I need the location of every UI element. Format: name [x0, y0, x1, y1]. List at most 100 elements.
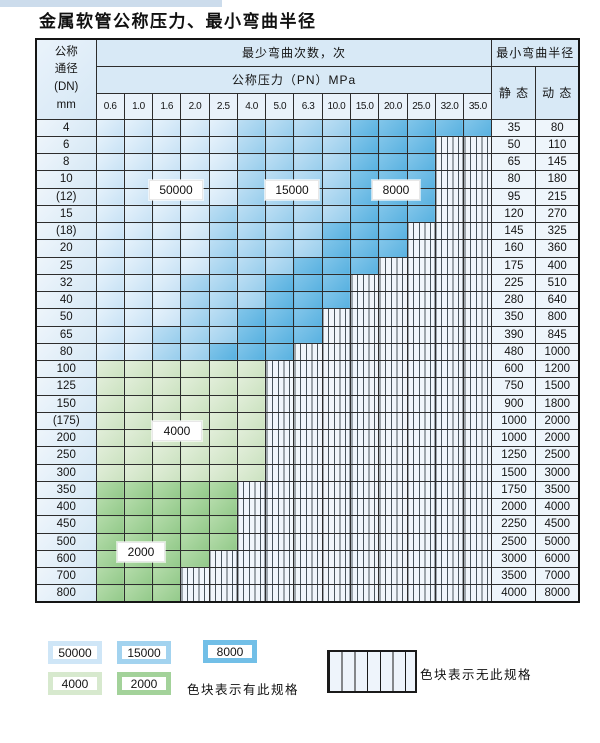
dynamic-radius-cell: 1800 — [535, 394, 580, 413]
cycle-zone-cell — [95, 446, 125, 465]
no-spec-cell — [293, 342, 323, 362]
no-spec-cell — [378, 549, 408, 569]
no-spec-cell — [236, 515, 267, 534]
cycle-zone-cell — [152, 290, 182, 310]
cycle-zone-cell — [95, 239, 125, 258]
cycle-zone-cell — [208, 480, 238, 500]
dynamic-radius-cell: 2000 — [535, 428, 580, 448]
no-spec-cell — [321, 532, 352, 551]
no-spec-cell — [378, 359, 408, 379]
no-spec-cell — [434, 549, 465, 569]
cycle-zone-cell — [123, 394, 154, 413]
cycle-zone-cell — [208, 377, 238, 396]
dn-cell: 50 — [35, 308, 97, 327]
cycle-zone-cell — [123, 256, 154, 275]
cycle-zone-cell — [123, 221, 154, 241]
cycle-zone-cell — [123, 463, 154, 482]
no-spec-cell — [180, 584, 210, 603]
dn-cell: (175) — [35, 411, 97, 431]
cycle-zone-cell — [95, 152, 125, 172]
no-spec-cell — [378, 411, 408, 431]
no-spec-cell — [434, 325, 465, 344]
cycle-zone-cell — [95, 170, 125, 189]
cycle-zone-cell — [152, 480, 182, 500]
static-radius-cell: 600 — [491, 359, 537, 379]
pressure-column-header: 25.0 — [406, 92, 436, 120]
dn-cell: 40 — [35, 290, 97, 310]
no-spec-cell — [406, 290, 436, 310]
cycle-zone-cell — [265, 135, 295, 155]
cycle-zone-cell — [123, 359, 154, 379]
no-spec-cell — [378, 566, 408, 586]
cycle-zone-cell — [350, 152, 380, 172]
no-spec-cell — [265, 532, 295, 551]
dynamic-radius-cell: 360 — [535, 239, 580, 258]
no-spec-cell — [434, 497, 465, 517]
static-radius-cell: 1000 — [491, 428, 537, 448]
cycle-zone-cell — [321, 256, 352, 275]
no-spec-cell — [434, 515, 465, 534]
no-spec-cell — [406, 428, 436, 448]
cycle-zone-cell — [180, 359, 210, 379]
no-spec-cell — [463, 584, 493, 603]
cycle-zone-cell — [236, 118, 267, 137]
cycle-zone-cell — [208, 187, 238, 206]
dn-cell: 350 — [35, 480, 97, 500]
pressure-column-header: 6.3 — [293, 92, 323, 120]
no-spec-cell — [434, 377, 465, 396]
cycle-zone-cell — [293, 221, 323, 241]
no-spec-cell — [350, 308, 380, 327]
no-spec-cell — [321, 566, 352, 586]
cycle-zone-cell — [123, 480, 154, 500]
cycle-zone-cell — [180, 325, 210, 344]
no-spec-cell — [236, 566, 267, 586]
cycle-zone-cell — [123, 377, 154, 396]
cycle-zone-cell — [350, 135, 380, 155]
cycle-zone-cell — [180, 446, 210, 465]
cycle-zone-cell — [152, 256, 182, 275]
pressure-column-header: 1.6 — [152, 92, 182, 120]
no-spec-cell — [350, 549, 380, 569]
cycle-zone-cell — [350, 239, 380, 258]
dn-cell: 125 — [35, 377, 97, 396]
no-spec-cell — [350, 428, 380, 448]
cycle-zone-cell — [350, 170, 380, 189]
cycle-zone-cell — [180, 290, 210, 310]
cycle-zone-cell — [152, 377, 182, 396]
legend-no-spec-swatch — [327, 650, 417, 693]
no-spec-cell — [321, 394, 352, 413]
no-spec-cell — [321, 359, 352, 379]
no-spec-cell — [463, 256, 493, 275]
no-spec-cell — [463, 290, 493, 310]
dn-cell: 15 — [35, 204, 97, 224]
cycle-zone-cell — [152, 239, 182, 258]
no-spec-cell — [265, 377, 295, 396]
cycle-zone-cell — [208, 359, 238, 379]
no-spec-cell — [293, 480, 323, 500]
static-radius-cell: 65 — [491, 152, 537, 172]
no-spec-cell — [434, 446, 465, 465]
cycle-zone-cell — [95, 428, 125, 448]
dynamic-radius-cell: 1500 — [535, 377, 580, 396]
no-spec-cell — [265, 394, 295, 413]
legend-swatch-value: 8000 — [208, 645, 252, 659]
no-spec-cell — [350, 325, 380, 344]
cycle-zone-cell — [95, 411, 125, 431]
cycle-zone-cell — [265, 256, 295, 275]
cycle-zone-cell — [180, 204, 210, 224]
dynamic-radius-cell: 80 — [535, 118, 580, 137]
pressure-header: 公称压力（PN）MPa — [95, 65, 493, 94]
no-spec-cell — [236, 584, 267, 603]
cycle-zone-cell — [236, 325, 267, 344]
static-radius-cell: 1500 — [491, 463, 537, 482]
cycle-zone-cell — [95, 325, 125, 344]
cycle-zone-cell — [208, 515, 238, 534]
dynamic-radius-cell: 1200 — [535, 359, 580, 379]
dynamic-radius-cell: 845 — [535, 325, 580, 344]
cycle-zone-cell — [123, 428, 154, 448]
dynamic-radius-cell: 640 — [535, 290, 580, 310]
cycle-zone-cell — [123, 411, 154, 431]
cycle-zone-cell — [265, 308, 295, 327]
cycle-zone-cell — [350, 256, 380, 275]
no-spec-cell — [350, 377, 380, 396]
